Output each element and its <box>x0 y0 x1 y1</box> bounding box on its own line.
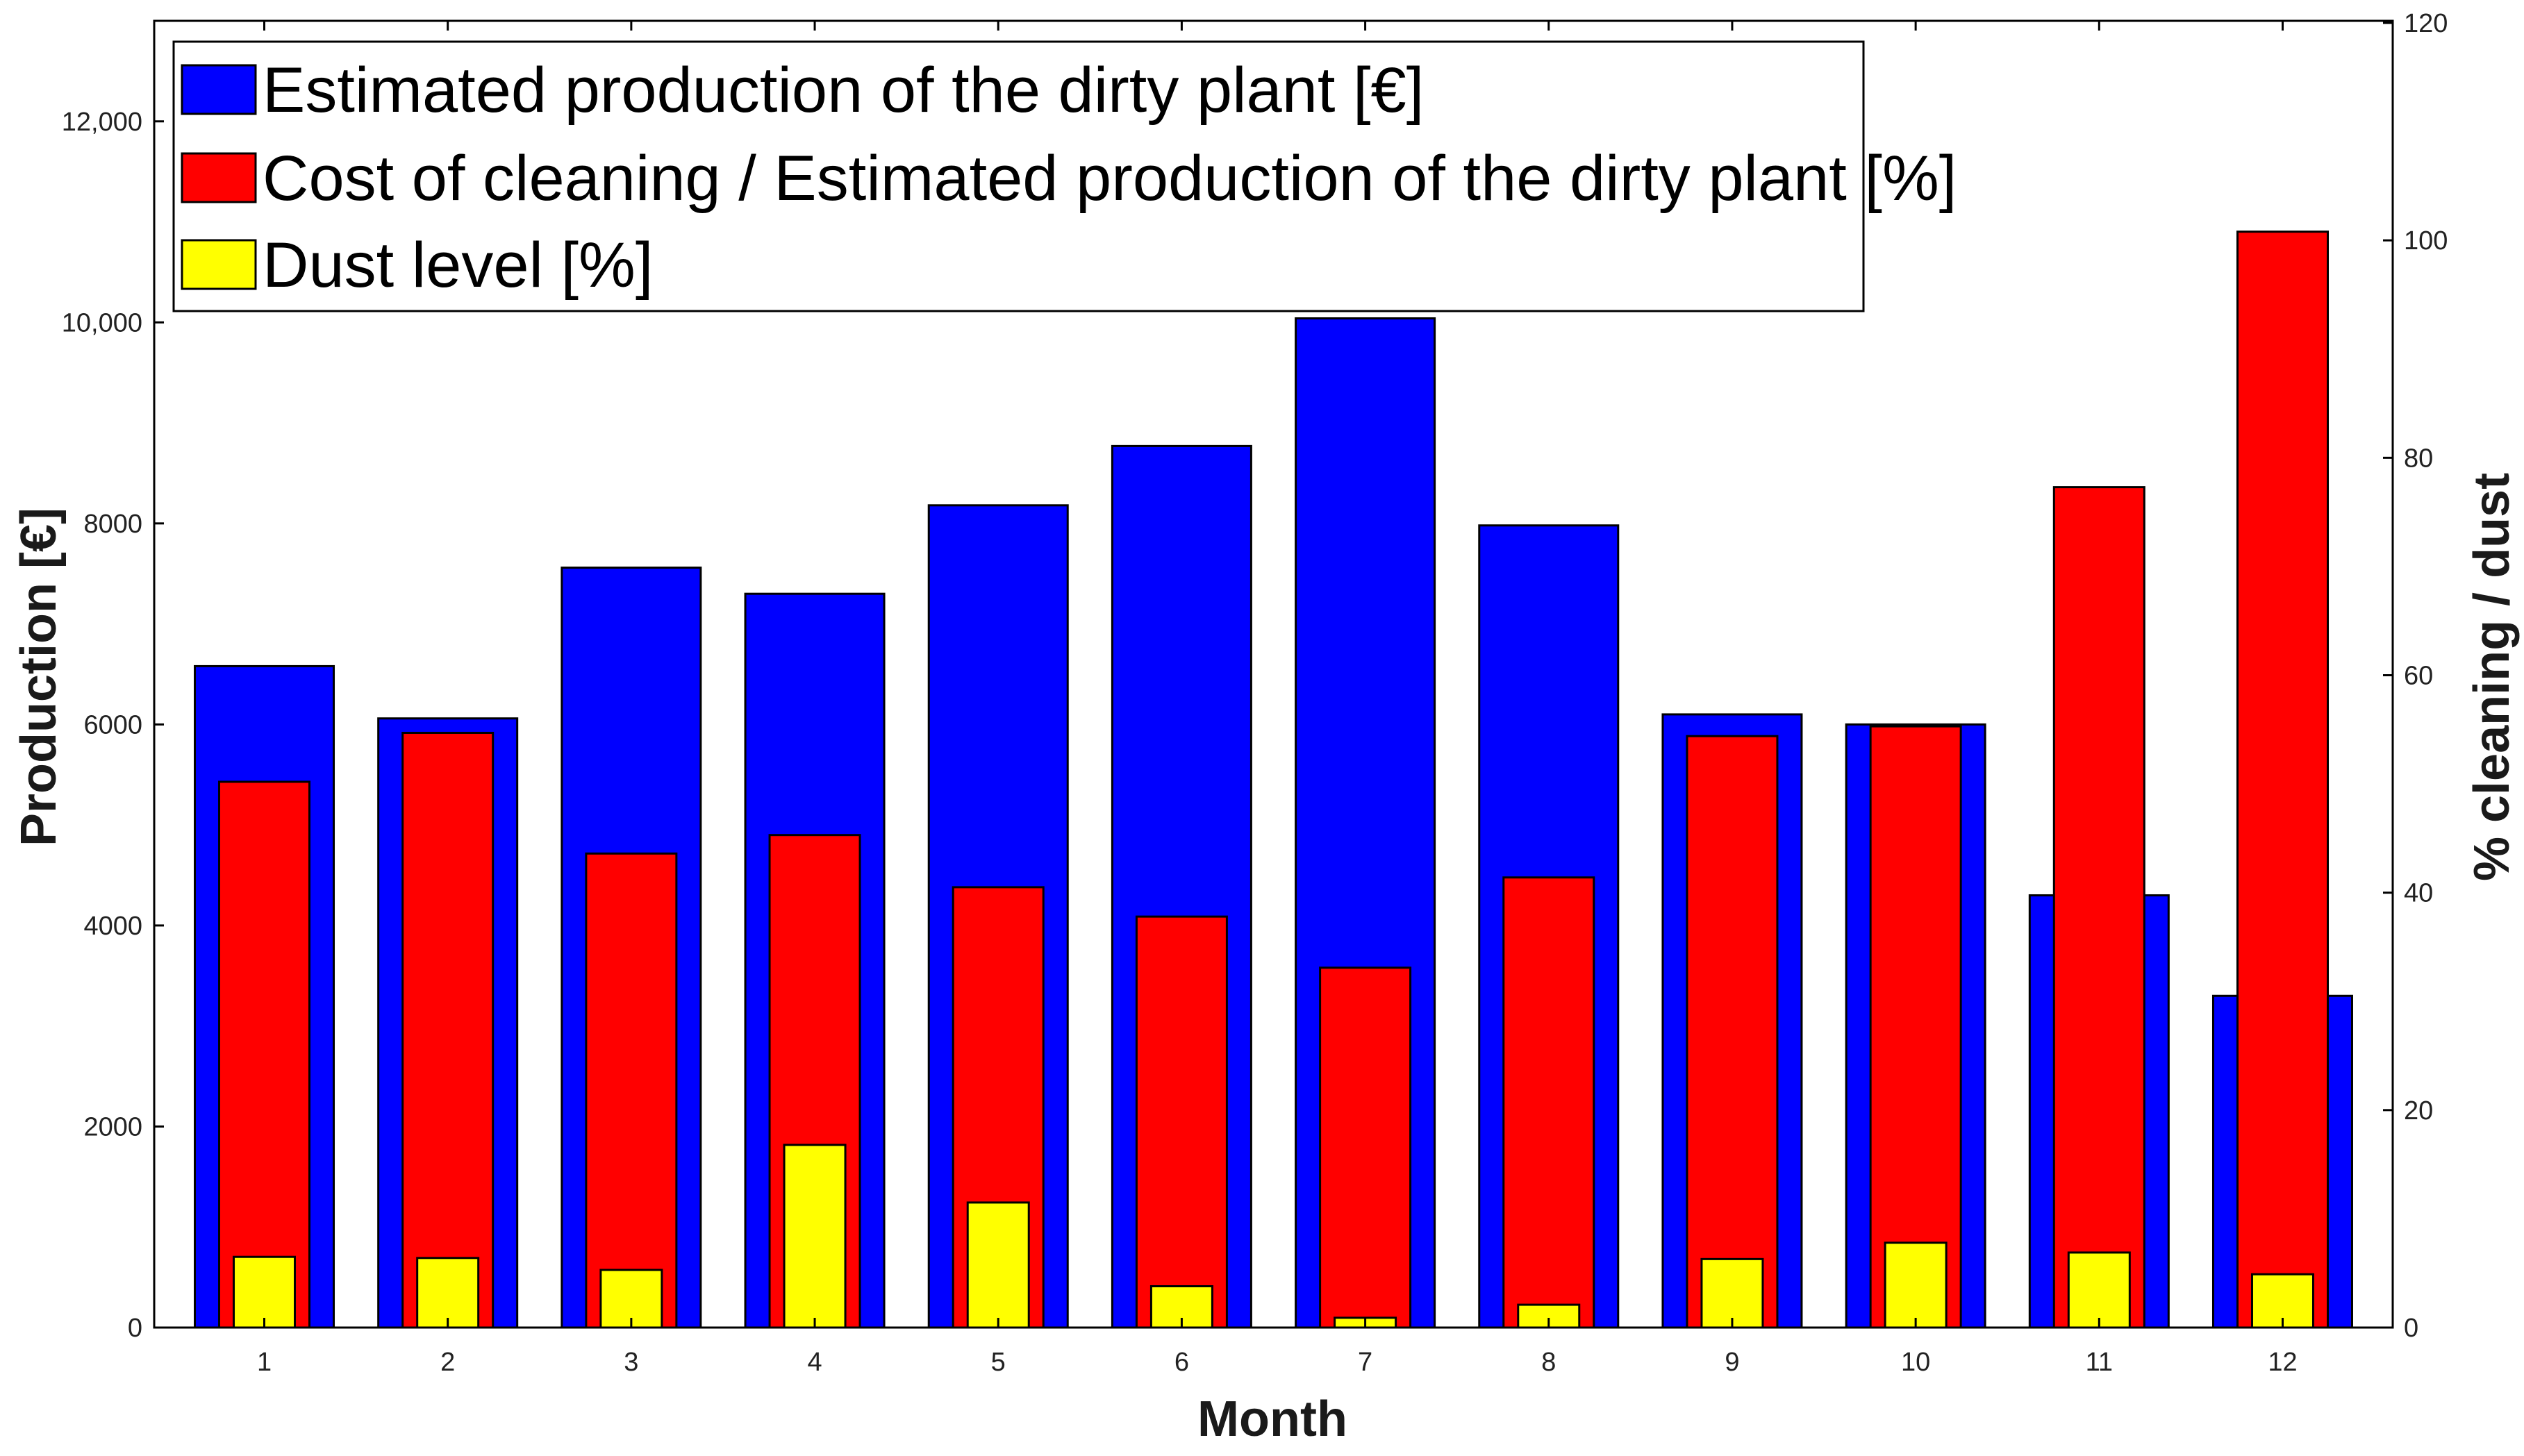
left-y-tick-label: 6000 <box>83 710 142 739</box>
dust-level-bar-month-10 <box>1885 1243 1946 1328</box>
x-axis-title: Month <box>1197 1391 1347 1447</box>
cleaning-ratio-bar-month-10 <box>1870 726 1961 1328</box>
left-y-tick-label: 12,000 <box>62 108 142 137</box>
legend: Estimated production of the dirty plant … <box>174 42 1957 311</box>
right-y-tick-label: 100 <box>2404 226 2448 256</box>
cleaning-ratio-bar-month-11 <box>2054 487 2144 1328</box>
legend-label-cleaning: Cost of cleaning / Estimated production … <box>263 143 1957 214</box>
dust-level-bar-month-4 <box>784 1145 845 1328</box>
left-y-tick-labels: 0 2000 4000 6000 8000 10,000 12,000 <box>62 108 142 1343</box>
cleaning-bars <box>219 232 2328 1328</box>
legend-label-dust: Dust level [%] <box>263 230 653 301</box>
cleaning-ratio-bar-month-1 <box>219 782 310 1328</box>
x-tick-label: 6 <box>1174 1348 1189 1377</box>
cleaning-ratio-bar-month-9 <box>1687 736 1777 1328</box>
x-tick-label: 4 <box>807 1348 822 1377</box>
chart-container: 1 2 3 4 5 6 7 8 9 10 11 12 0 2000 4000 6000 8000 10,000 1… <box>0 0 2524 1453</box>
x-tick-label: 12 <box>2268 1348 2297 1377</box>
right-y-tick-labels: 0 20 40 60 80 100 120 <box>2404 9 2448 1343</box>
right-y-tick-label: 80 <box>2404 444 2433 473</box>
right-y-tick-label: 20 <box>2404 1096 2433 1126</box>
x-tick-labels: 1 2 3 4 5 6 7 8 9 10 11 12 <box>257 1348 2298 1377</box>
left-y-tick-label: 4000 <box>83 912 142 941</box>
cleaning-ratio-bar-month-2 <box>403 733 493 1328</box>
dust-level-bar-month-5 <box>968 1203 1029 1328</box>
dust-level-bar-month-2 <box>417 1258 479 1328</box>
legend-label-production: Estimated production of the dirty plant … <box>263 55 1424 126</box>
legend-swatch-cleaning <box>182 153 256 202</box>
x-tick-label: 1 <box>257 1348 272 1377</box>
left-y-tick-label: 10,000 <box>62 308 142 337</box>
cleaning-ratio-bar-month-8 <box>1504 878 1594 1328</box>
dust-bars <box>234 1145 2314 1328</box>
left-y-tick-label: 0 <box>128 1314 142 1343</box>
x-tick-label: 5 <box>991 1348 1006 1377</box>
dust-level-bar-month-11 <box>2068 1253 2129 1328</box>
cleaning-ratio-bar-month-3 <box>586 853 676 1328</box>
x-tick-label: 11 <box>2086 1348 2113 1377</box>
x-tick-label: 10 <box>1901 1348 1930 1377</box>
x-tick-label: 7 <box>1358 1348 1372 1377</box>
right-y-tick-label: 60 <box>2404 662 2433 691</box>
cleaning-ratio-bar-month-6 <box>1136 917 1227 1328</box>
bar-chart: 1 2 3 4 5 6 7 8 9 10 11 12 0200040006000800010,0001… <box>0 0 2524 1453</box>
right-y-tick-label: 120 <box>2404 9 2448 38</box>
x-tick-label: 3 <box>624 1348 638 1377</box>
cleaning-ratio-bar-month-7 <box>1320 968 1411 1328</box>
left-y-tick-label: 8000 <box>83 510 142 539</box>
right-y-tick-label: 0 <box>2404 1314 2418 1343</box>
legend-swatch-dust <box>182 240 256 289</box>
dust-level-bar-month-1 <box>234 1257 295 1328</box>
dust-level-bar-month-9 <box>1702 1259 1763 1328</box>
cleaning-ratio-bar-month-12 <box>2237 232 2327 1328</box>
right-y-tick-label: 40 <box>2404 879 2433 908</box>
right-y-axis-title: % cleaning / dust <box>2464 473 2520 881</box>
x-tick-label: 2 <box>440 1348 455 1377</box>
left-y-axis-title: Production [€] <box>11 508 67 846</box>
production-bars <box>195 319 2352 1328</box>
x-tick-label: 9 <box>1725 1348 1739 1377</box>
legend-swatch-production <box>182 65 256 114</box>
left-y-tick-label: 2000 <box>83 1112 142 1141</box>
x-tick-label: 8 <box>1541 1348 1556 1377</box>
